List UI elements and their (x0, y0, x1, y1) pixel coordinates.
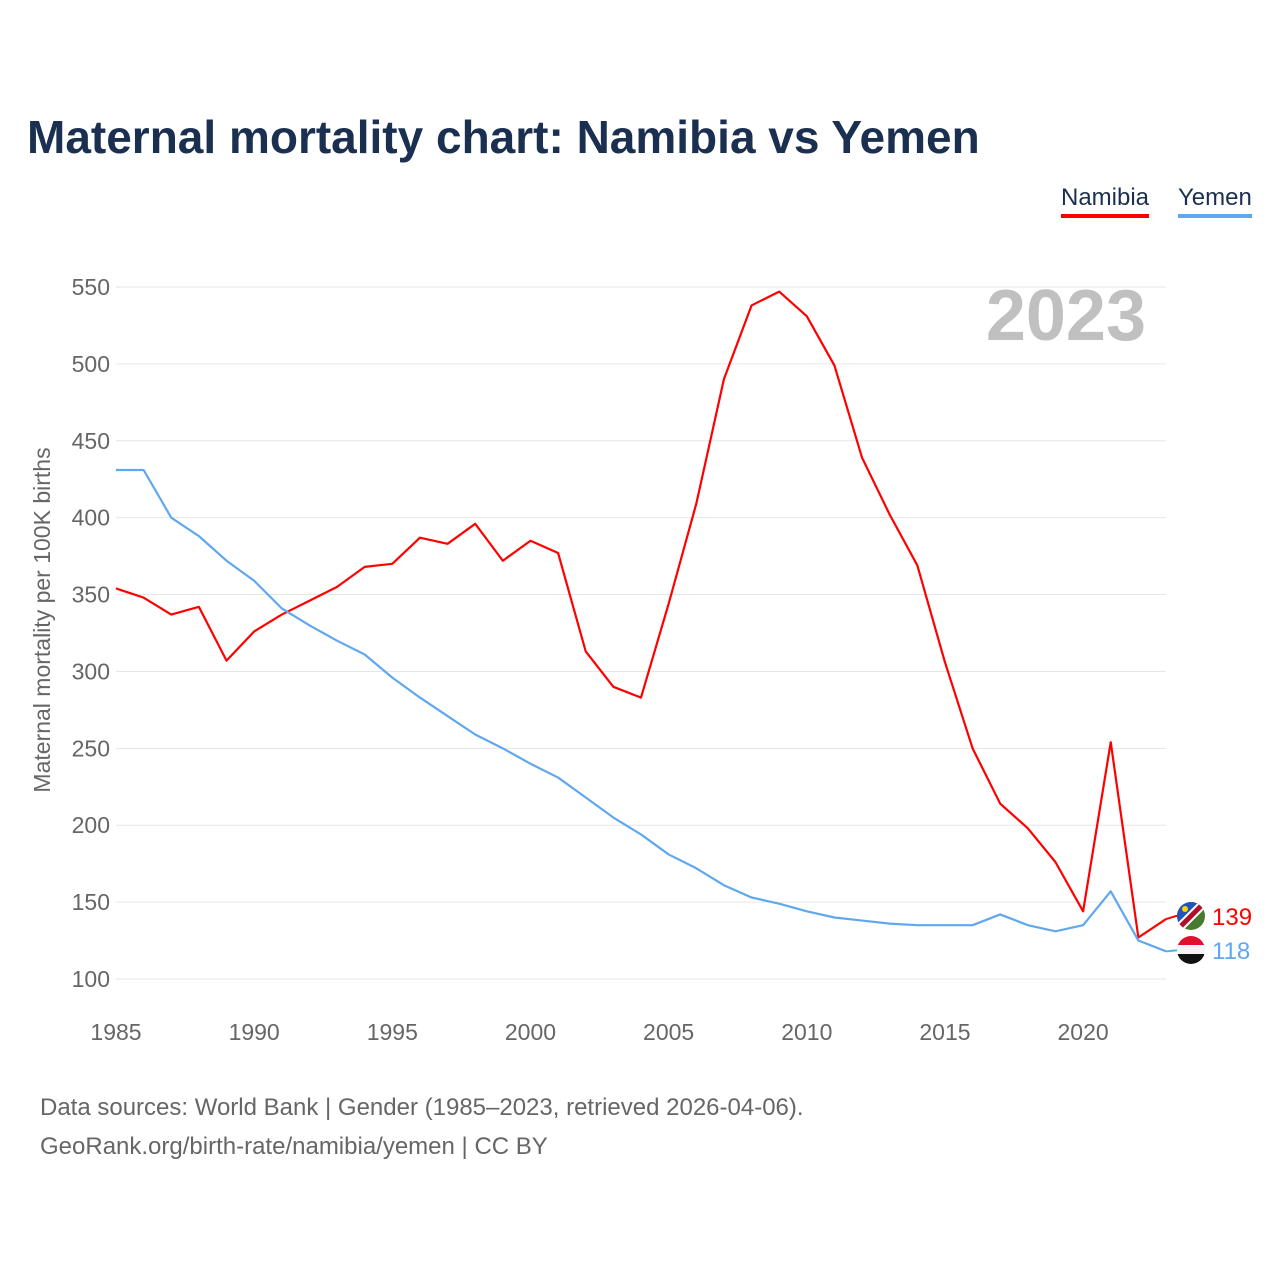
end-label-namibia: 139 (1212, 904, 1252, 931)
x-tick-label: 2005 (643, 1019, 694, 1045)
source-line-1: Data sources: World Bank | Gender (1985–… (40, 1094, 804, 1121)
year-label: 2023 (986, 276, 1146, 356)
y-tick-label: 100 (72, 966, 110, 992)
yemen-flag-icon (1177, 936, 1205, 964)
x-tick-label: 1985 (90, 1019, 141, 1045)
series-line-yemen (116, 468, 1167, 953)
x-tick-label: 2015 (919, 1019, 970, 1045)
x-tick-label: 2020 (1058, 1019, 1109, 1045)
y-tick-label: 500 (72, 351, 110, 377)
series-line-namibia (115, 290, 1167, 939)
chart-title: Maternal mortality chart: Namibia vs Yem… (27, 111, 980, 163)
legend-yemen[interactable]: Yemen (1178, 184, 1252, 218)
x-tick-label: 1995 (367, 1019, 418, 1045)
x-tick-label: 2010 (781, 1019, 832, 1045)
y-tick-label: 250 (72, 735, 110, 761)
y-tick-label: 350 (72, 582, 110, 608)
data-source: Data sources: World Bank | Gender (1985–… (40, 1088, 804, 1166)
namibia-flag-icon (1177, 902, 1205, 930)
y-tick-label: 300 (72, 658, 110, 684)
legend-namibia[interactable]: Namibia (1061, 184, 1150, 218)
x-tick-label: 2000 (505, 1019, 556, 1045)
y-tick-label: 450 (72, 428, 110, 454)
y-axis-label: Maternal mortality per 100K births (29, 447, 55, 792)
y-tick-label: 400 (72, 505, 110, 531)
source-line-2[interactable]: GeoRank.org/birth-rate/namibia/yemen | C… (40, 1133, 548, 1160)
end-label-yemen: 118 (1212, 938, 1250, 965)
y-tick-label: 550 (72, 274, 110, 300)
x-tick-label: 1990 (229, 1019, 280, 1045)
y-tick-label: 200 (72, 812, 110, 838)
y-tick-label: 150 (72, 889, 110, 915)
